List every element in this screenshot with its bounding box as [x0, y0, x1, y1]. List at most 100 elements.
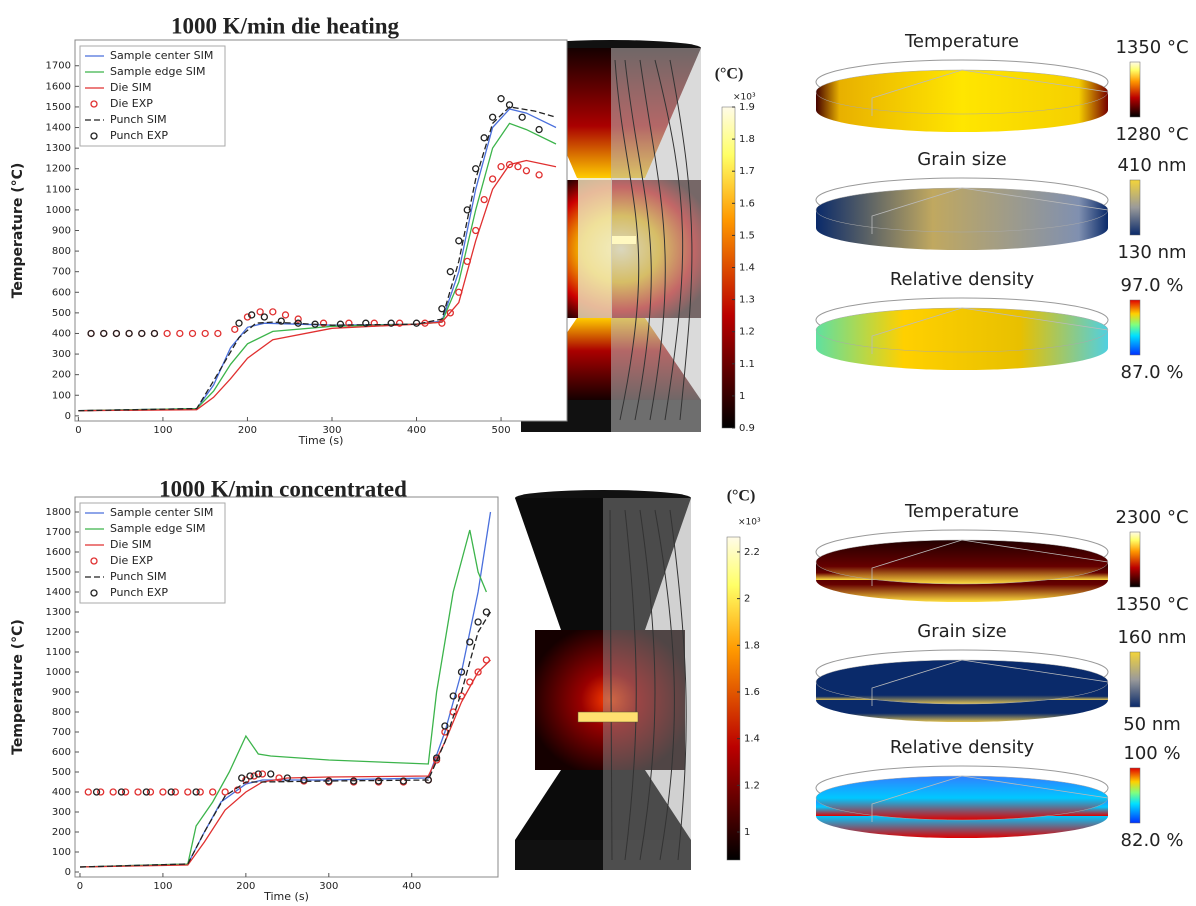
data-point	[455, 288, 463, 296]
colorbar-tick-label: 1.7	[739, 166, 755, 177]
data-point	[256, 308, 264, 316]
data-point	[142, 788, 150, 796]
data-point	[535, 171, 543, 179]
data-point	[474, 618, 482, 626]
panel-label: Temperature	[904, 31, 1019, 52]
y-tick-label: 700	[52, 267, 71, 278]
panel-label: Grain size	[917, 149, 1006, 170]
data-point	[167, 788, 175, 796]
data-point	[196, 788, 204, 796]
legend-label: Die SIM	[110, 81, 152, 94]
y-tick-label: 200	[52, 827, 71, 838]
y-tick-label: 100	[52, 390, 71, 401]
colorbar-tick-label: 1.4	[744, 734, 760, 745]
data-line	[79, 659, 491, 868]
data-point	[238, 774, 246, 782]
colorbar-max: 160 nm	[1117, 627, 1186, 648]
y-tick-label: 400	[52, 787, 71, 798]
y-tick-label: 0	[65, 867, 71, 878]
legend-label: Punch EXP	[110, 586, 168, 599]
colorbar-max: 410 nm	[1117, 155, 1186, 176]
data-point	[497, 95, 505, 103]
data-point	[125, 329, 133, 338]
data-point	[432, 754, 441, 762]
x-tick-label: 100	[153, 881, 172, 892]
y-tick-label: 1400	[46, 587, 71, 598]
disc-top	[815, 775, 1109, 821]
disc-colorbar	[1129, 767, 1141, 824]
y-tick-label: 1300	[46, 607, 71, 618]
data-point	[192, 788, 200, 796]
data-point	[97, 788, 105, 796]
legend-label: Die EXP	[110, 554, 153, 567]
data-point	[267, 770, 275, 778]
disc-top	[815, 69, 1109, 115]
data-point	[441, 722, 449, 730]
data-point	[184, 788, 192, 796]
legend-label: Punch SIM	[110, 113, 167, 126]
data-point	[463, 257, 471, 266]
data-point	[474, 668, 482, 676]
colorbar-max: 100 %	[1123, 743, 1180, 764]
y-tick-label: 600	[52, 747, 71, 758]
x-tick-label: 0	[77, 881, 83, 892]
data-point	[466, 638, 474, 646]
y-tick-label: 1000	[46, 667, 71, 678]
data-point	[134, 788, 142, 796]
disc-top	[815, 307, 1109, 353]
data-point	[221, 788, 229, 796]
legend-marker	[90, 557, 98, 565]
y-tick-label: 1400	[46, 123, 71, 134]
legend-label: Sample center SIM	[110, 49, 213, 62]
colorbar-exponent: ×10³	[738, 518, 761, 528]
legend-label: Die EXP	[110, 97, 153, 110]
disc-cut	[871, 69, 1109, 116]
y-tick-label: 400	[52, 328, 71, 339]
data-point	[294, 319, 302, 327]
colorbar-tick-label: 1.8	[744, 640, 760, 651]
x-tick-label: 300	[319, 881, 338, 892]
y-tick-label: 1200	[46, 627, 71, 638]
x-tick-label: 200	[236, 881, 255, 892]
data-point	[275, 774, 283, 782]
x-tick-label: 500	[492, 425, 511, 436]
legend-label: Punch EXP	[110, 129, 168, 142]
disc-top	[815, 659, 1109, 705]
data-point	[319, 319, 328, 327]
legend-box	[79, 45, 226, 147]
colorbar-tick-label: 1	[739, 391, 745, 402]
disc-top	[815, 187, 1109, 233]
panel-label: Grain size	[917, 621, 1006, 642]
data-point	[250, 772, 258, 780]
data-point	[505, 160, 514, 169]
y-axis-label: Temperature (°C)	[10, 619, 26, 755]
y-tick-label: 800	[52, 246, 71, 257]
colorbar-min: 130 nm	[1117, 242, 1186, 263]
panel-label: Relative density	[890, 269, 1035, 290]
y-tick-label: 1300	[46, 143, 71, 154]
colorbar-tick-label: 1.8	[739, 134, 755, 145]
data-point	[231, 325, 239, 334]
data-point	[269, 308, 277, 316]
colorbar-unit: (°C)	[715, 66, 744, 83]
colorbar-tick-label: 1.6	[739, 198, 755, 209]
colorbar-tick-label: 0.9	[739, 423, 755, 434]
data-point	[171, 788, 180, 796]
disc-cut	[871, 187, 1109, 234]
data-point	[246, 772, 254, 780]
data-line	[78, 106, 557, 412]
data-point	[480, 195, 488, 204]
colorbar-tick-label: 2.2	[744, 547, 760, 558]
panel-label: Relative density	[890, 737, 1035, 758]
colorbar-tick-label: 1.3	[739, 295, 755, 306]
data-point	[446, 309, 454, 317]
data-point	[294, 315, 302, 323]
disc-cut	[871, 307, 1109, 354]
x-tick-label: 400	[402, 881, 421, 892]
data-point	[362, 319, 370, 327]
colorbar-tick-label: 1.5	[739, 230, 755, 241]
y-tick-label: 100	[52, 847, 71, 858]
colorbar	[726, 536, 741, 861]
colorbar-tick-label: 1.9	[739, 102, 755, 113]
data-point	[258, 770, 267, 778]
